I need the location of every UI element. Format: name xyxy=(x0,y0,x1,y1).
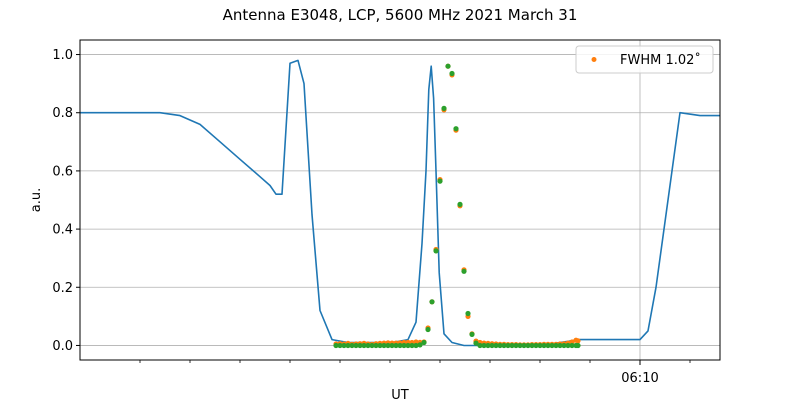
scatter-point-green xyxy=(513,342,519,349)
scatter-point-green xyxy=(553,342,559,349)
scatter-point-green xyxy=(389,342,395,349)
scatter-point-green xyxy=(529,342,535,349)
y-tick-label: 1.0 xyxy=(52,48,73,63)
scatter-point-green xyxy=(509,342,515,349)
scatter-point-green xyxy=(361,342,367,349)
x-axis-label: UT xyxy=(391,388,409,400)
legend: FWHM 1.02˚ xyxy=(575,45,714,74)
series-line xyxy=(80,59,720,347)
y-tick-label: 0.4 xyxy=(52,223,73,238)
scatter-point-green xyxy=(433,248,439,254)
scatter-point-green xyxy=(441,105,447,111)
scatter-point-green xyxy=(537,342,543,349)
scatter-point-green xyxy=(337,342,343,349)
scatter-point-green xyxy=(345,342,351,349)
scatter-point-green xyxy=(545,342,551,349)
scatter-point-green xyxy=(569,342,575,349)
scatter-point-green xyxy=(457,201,463,207)
scatter-point-green xyxy=(405,342,411,349)
scatter-point-green xyxy=(541,342,547,349)
scatter-point-green xyxy=(525,342,531,349)
scatter-point-green xyxy=(333,342,339,349)
scatter-point-orange xyxy=(575,338,581,344)
legend-box xyxy=(575,45,714,74)
scatter-point-green xyxy=(357,342,363,349)
scatter-point-green xyxy=(533,342,539,349)
scatter-point-green xyxy=(575,342,581,349)
legend-label: FWHM 1.02˚ xyxy=(620,52,701,68)
scatter-point-green xyxy=(473,340,479,346)
scatter-point-green xyxy=(481,342,487,349)
scatter-point-green xyxy=(489,342,495,349)
axis-layer: 0.0 0.2 0.4 0.6 0.8 1.0 06:10 xyxy=(52,48,691,386)
scatter-point-green xyxy=(429,299,435,305)
scatter-point-green xyxy=(373,342,379,349)
plot-frame xyxy=(79,39,721,361)
grid-layer xyxy=(80,40,720,360)
scatter-point-green xyxy=(381,342,387,349)
scatter-point-green xyxy=(353,342,359,349)
scatter-point-green xyxy=(493,342,499,349)
data-layer xyxy=(80,59,720,349)
scatter-point-green xyxy=(549,342,555,349)
scatter-point-green xyxy=(517,342,523,349)
scatter-point-green xyxy=(557,342,563,349)
scatter-point-green xyxy=(421,339,427,346)
scatter-point-green xyxy=(377,342,383,349)
scatter-point-green xyxy=(413,342,419,349)
scatter-point-green xyxy=(369,342,375,349)
scatter-point-green xyxy=(453,126,459,132)
scatter-point-green xyxy=(365,342,371,349)
scatter-point-green xyxy=(393,342,399,349)
scatter-point-green xyxy=(437,178,443,184)
y-axis-label: a.u. xyxy=(29,188,44,212)
scatter-point-green xyxy=(565,342,571,349)
y-tick-label: 0.6 xyxy=(52,164,73,179)
legend-marker-icon xyxy=(591,57,597,62)
scatter-point-green xyxy=(477,342,483,349)
scatter-point-green xyxy=(505,342,511,349)
scatter-point-green xyxy=(417,342,423,348)
scatter-point-green xyxy=(445,63,451,69)
scatter-point-green xyxy=(397,342,403,349)
scatter-point-green xyxy=(425,326,431,333)
scatter-point-green xyxy=(501,342,507,349)
scatter-point-green xyxy=(497,342,503,349)
scatter-point-green xyxy=(465,310,471,317)
y-tick-label: 0.0 xyxy=(52,339,73,354)
y-tick-label: 0.8 xyxy=(52,106,73,121)
chart-title: Antenna E3048, LCP, 5600 MHz 2021 March … xyxy=(223,6,578,24)
y-tick-label: 0.2 xyxy=(52,281,73,296)
scatter-point-green xyxy=(401,342,407,349)
scatter-point-green xyxy=(341,342,347,349)
scatter-point-green xyxy=(485,342,491,349)
scatter-point-green xyxy=(385,342,391,349)
scatter-point-green xyxy=(461,268,467,274)
x-tick-label: 06:10 xyxy=(621,371,658,386)
scatter-point-green xyxy=(469,331,475,337)
scatter-point-green xyxy=(449,70,455,77)
scatter-point-green xyxy=(521,342,527,349)
scatter-point-green xyxy=(561,342,567,349)
scatter-point-green xyxy=(409,342,415,349)
scatter-point-green xyxy=(349,342,355,349)
